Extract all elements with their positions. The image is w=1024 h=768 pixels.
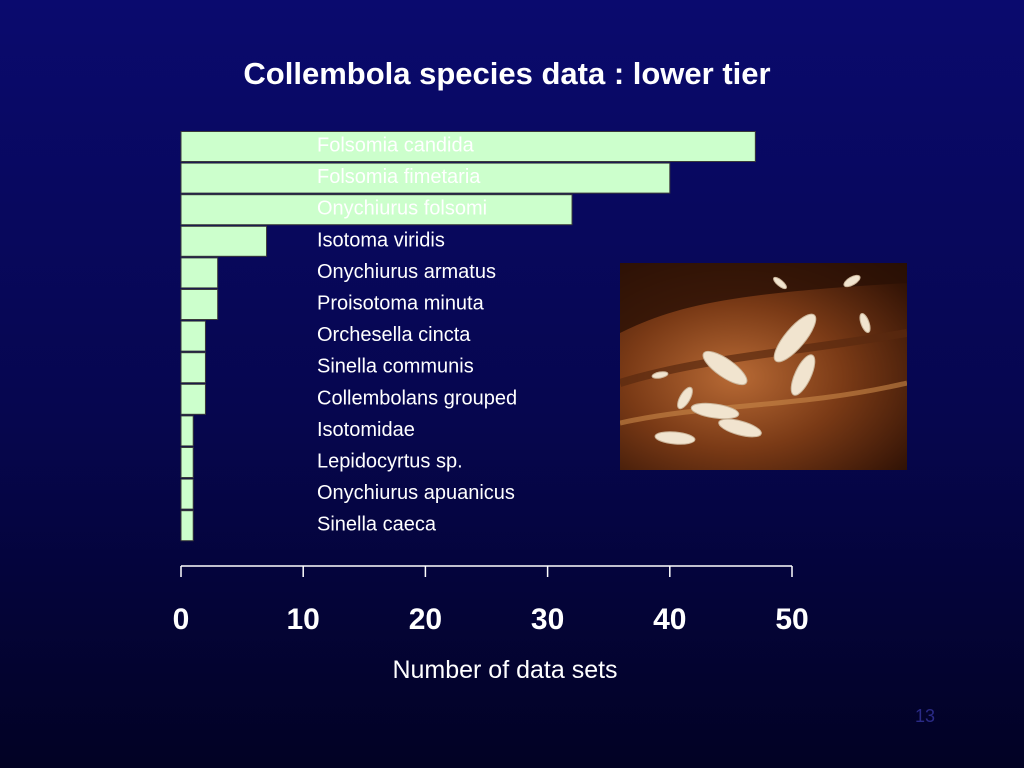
category-label-0: Folsomia candida <box>317 135 475 157</box>
collembola-photo <box>620 263 907 470</box>
x-tick-label-3: 30 <box>531 603 564 636</box>
x-axis: 0 10 20 30 40 50 <box>173 565 809 636</box>
x-tick-label-5: 50 <box>775 603 808 636</box>
bar-5 <box>180 289 219 320</box>
x-tick-label-2: 20 <box>409 603 442 636</box>
category-label-3: Isotoma viridis <box>317 229 445 251</box>
bar-8 <box>180 383 206 415</box>
category-label-4: Onychiurus armatus <box>317 261 496 283</box>
slide-title: Collembola species data : lower tier <box>243 56 771 91</box>
category-label-5: Proisotoma minuta <box>317 293 485 315</box>
category-label-1: Folsomia fimetaria <box>317 166 481 188</box>
bar-12 <box>180 510 194 542</box>
category-label-8: Collembolans grouped <box>317 387 517 409</box>
category-label-10: Lepidocyrtus sp. <box>317 451 463 473</box>
bar-6 <box>180 320 206 352</box>
bar-2 <box>180 194 573 226</box>
bar-11 <box>180 478 194 510</box>
bar-10 <box>180 447 194 478</box>
bar-4 <box>180 257 219 289</box>
category-label-12: Sinella caeca <box>317 514 437 536</box>
bar-0 <box>180 131 756 162</box>
category-label-9: Isotomidae <box>317 419 415 441</box>
x-tick-label-4: 40 <box>653 603 686 636</box>
category-label-2: Onychiurus folsomi <box>317 198 487 220</box>
x-axis-label: Number of data sets <box>392 656 618 684</box>
bars-group <box>180 131 756 542</box>
category-label-6: Orchesella cincta <box>317 324 471 346</box>
bar-1 <box>180 162 671 194</box>
slide-number: 13 <box>914 706 936 726</box>
bar-7 <box>180 352 206 384</box>
bar-9 <box>180 415 194 447</box>
category-label-7: Sinella communis <box>317 356 474 378</box>
springtails-illustration <box>620 263 907 445</box>
category-label-11: Onychiurus apuanicus <box>317 482 515 504</box>
bar-3 <box>180 225 268 257</box>
category-labels-group: Folsomia candida Folsomia fimetaria Onychi… <box>317 135 517 536</box>
x-tick-label-1: 10 <box>287 603 320 636</box>
x-tick-label-0: 0 <box>173 603 190 636</box>
